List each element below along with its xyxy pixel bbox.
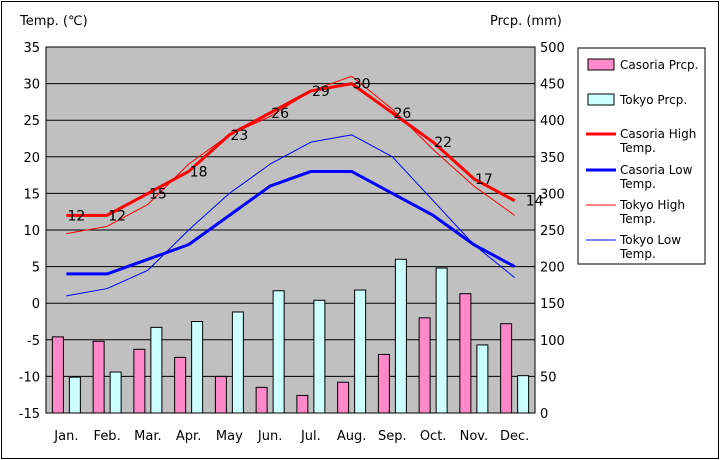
casoria-prcp-bar [51,336,64,414]
casoria-high-data-label: 29 [312,84,330,100]
x-tick-label: Apr. [176,429,201,444]
x-tick-label: Jan. [53,429,78,444]
legend-tokyo-prcp-swatch [587,93,615,106]
y-right-tick-label: 500 [540,41,565,56]
tokyo-prcp-bar [191,321,204,414]
casoria-prcp-bar [337,381,350,414]
x-tick-label: Dec. [500,429,529,444]
y-left-tick-label: -15 [19,407,40,422]
y-left-tick-label: 20 [23,151,40,166]
casoria-prcp-bar [255,386,268,414]
legend-casoria-prcp-swatch [587,58,615,71]
x-tick-label: Sep. [378,429,407,444]
casoria-prcp-bar [500,323,513,414]
plot-area: 35302520151050-5-10-15500450400350300250… [19,41,565,444]
y-left-tick-label: 10 [23,224,40,239]
y-right-tick-label: 200 [540,261,565,276]
casoria-high-data-label: 26 [271,106,289,122]
y-left-tick-label: 0 [32,297,40,312]
x-tick-label: Nov. [460,429,489,444]
tokyo-prcp-bar [313,299,326,414]
tokyo-prcp-bar [68,376,81,414]
y-right-tick-label: 0 [540,407,548,422]
casoria-high-data-label: 12 [108,208,126,224]
tokyo-high-temp-line [66,75,515,235]
y-right-tick-label: 50 [540,370,557,385]
y-right-axis-label: Prcp. (mm) [490,14,562,29]
x-tick-label: Jul. [300,429,321,444]
y-left-tick-label: 5 [32,261,40,276]
legend-box [577,47,706,265]
legend-casoria-low-label: Casoria Low Temp. [619,163,693,191]
tokyo-prcp-bar [109,371,122,414]
x-tick-label: Jun. [257,429,282,444]
legend-casoria-prcp-label: Casoria Prcp. [620,58,699,72]
x-tick-label: Oct. [420,429,447,444]
y-left-tick-label: 35 [23,41,40,56]
x-tick-label: May [216,429,243,444]
casoria-prcp-bar [214,375,227,414]
casoria-prcp-bar [459,293,472,414]
casoria-low-temp-line [66,169,516,276]
casoria-high-data-label: 18 [190,164,208,180]
y-right-tick-label: 350 [540,151,565,166]
x-tick-label: Aug. [337,429,367,444]
casoria-prcp-bar [174,356,187,414]
casoria-high-temp-line [66,82,516,217]
y-right-tick-label: 100 [540,334,565,349]
tokyo-prcp-bar [394,258,407,414]
legend-tokyo-prcp-label: Tokyo Prcp. [619,93,687,107]
legend: Casoria Prcp. Tokyo Prcp. Casoria High Temp… [577,47,706,265]
x-tick-label: Mar. [134,429,161,444]
casoria-prcp-bar [296,394,309,414]
tokyo-prcp-bar [517,375,530,414]
casoria-prcp-bar [418,317,431,414]
y-right-tick-label: 250 [540,224,565,239]
casoria-high-data-label: 26 [393,106,411,122]
tokyo-prcp-bar [435,267,448,414]
legend-tokyo-high-label: Tokyo High Temp. [619,198,685,226]
y-left-tick-label: 30 [23,78,40,93]
casoria-high-data-label: 23 [230,128,248,144]
casoria-high-data-label: 30 [353,77,371,93]
tokyo-prcp-bar [150,326,163,414]
tokyo-prcp-bar [354,289,367,414]
tokyo-prcp-bar [272,290,285,414]
legend-tokyo-low-label: Tokyo Low Temp. [619,233,681,261]
casoria-high-data-label: 12 [67,208,85,224]
casoria-high-data-label: 22 [434,135,452,151]
y-right-tick-label: 400 [540,114,565,129]
casoria-prcp-bar [133,348,146,414]
tokyo-prcp-bar [231,311,244,414]
x-tick-label: Feb. [94,429,121,444]
tokyo-low-temp-line [66,134,515,297]
casoria-high-data-label: 15 [149,186,167,202]
y-left-tick-label: -5 [27,334,40,349]
y-right-tick-label: 150 [540,297,565,312]
y-right-tick-label: 300 [540,187,565,202]
casoria-prcp-bar [377,353,390,414]
y-left-tick-label: 15 [23,187,40,202]
casoria-high-data-label: 17 [475,172,493,188]
casoria-high-data-label: 14 [526,194,544,210]
y-left-axis-label: Temp. (℃) [19,14,88,29]
y-left-tick-label: 25 [23,114,40,129]
legend-casoria-high-label: Casoria High Temp. [619,127,696,155]
y-right-tick-label: 450 [540,78,565,93]
y-left-tick-label: -10 [19,370,40,385]
casoria-prcp-bar [92,340,105,414]
tokyo-prcp-bar [476,344,489,414]
